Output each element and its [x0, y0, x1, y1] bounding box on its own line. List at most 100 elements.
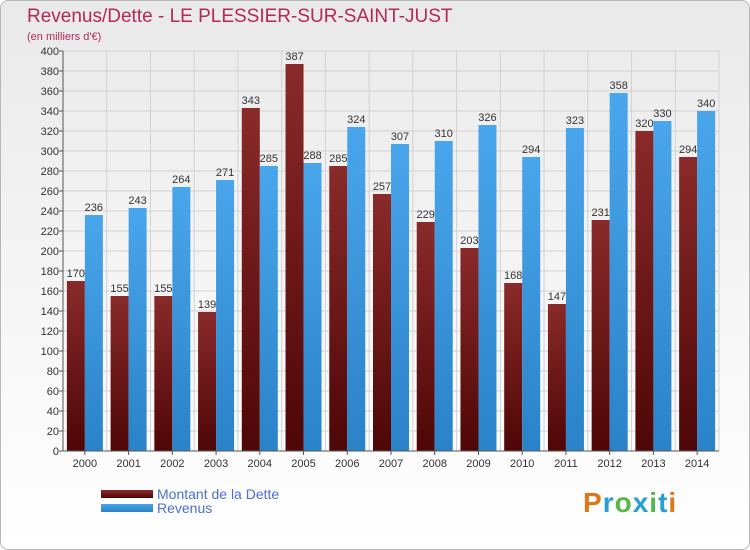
x-tick-label: 2005 — [291, 458, 315, 470]
data-label-dette: 257 — [373, 181, 391, 193]
bar-revenus — [522, 157, 541, 451]
data-label-dette: 294 — [679, 144, 697, 156]
y-tick-label: 240 — [41, 206, 59, 218]
bar-dette — [373, 194, 391, 451]
bars-layer — [66, 64, 716, 451]
bar-dette — [547, 304, 566, 451]
logo-letter: r — [602, 487, 615, 518]
x-tick-label: 2011 — [554, 458, 578, 470]
data-label-dette: 139 — [198, 299, 216, 311]
data-label-revenus: 324 — [347, 114, 365, 126]
bar-dette — [504, 283, 523, 451]
legend-item-revenus: Revenus — [101, 501, 279, 515]
data-label-revenus: 288 — [303, 150, 321, 162]
data-label-dette: 155 — [110, 283, 128, 295]
y-tick-label: 0 — [53, 446, 59, 458]
legend-label-revenus: Revenus — [157, 500, 213, 516]
chart-title: Revenus/Dette - LE PLESSIER-SUR-SAINT-JU… — [27, 6, 453, 27]
bar-revenus — [565, 128, 584, 451]
y-tick-label: 400 — [41, 46, 59, 58]
data-label-revenus: 323 — [566, 115, 584, 127]
logo-letter: t — [658, 487, 669, 518]
bar-revenus — [434, 141, 453, 451]
bar-dette — [416, 222, 435, 451]
data-label-dette: 285 — [329, 153, 347, 165]
bar-revenus — [391, 144, 409, 451]
data-label-revenus: 294 — [522, 144, 540, 156]
data-label-dette: 203 — [460, 235, 478, 247]
legend-item-debt: Montant de la Dette — [101, 487, 279, 501]
y-tick-label: 20 — [47, 426, 59, 438]
bar-dette — [110, 296, 129, 451]
y-tick-label: 160 — [41, 286, 59, 298]
y-tick-label: 380 — [41, 66, 59, 78]
data-label-revenus: 285 — [260, 153, 278, 165]
y-tick-label: 120 — [41, 326, 59, 338]
bar-revenus — [84, 215, 103, 451]
bar-dette — [460, 248, 479, 451]
proxiti-logo: Proxiti — [583, 487, 677, 519]
data-label-revenus: 264 — [172, 174, 190, 186]
data-label-revenus: 236 — [85, 202, 103, 214]
data-label-revenus: 243 — [128, 195, 146, 207]
logo-letter: o — [614, 487, 633, 518]
x-tick-label: 2001 — [116, 458, 140, 470]
labels-layer: 170 236 155 243 155 264 139 271 343 285 387 288 285 3… — [67, 51, 716, 311]
x-tick-label: 2009 — [466, 458, 490, 470]
logo-letter: P — [583, 487, 603, 518]
y-tick-label: 140 — [41, 306, 59, 318]
bar-revenus — [653, 121, 672, 451]
y-tick-label: 40 — [47, 406, 59, 418]
data-label-revenus: 307 — [391, 131, 409, 143]
bar-revenus — [347, 127, 366, 451]
data-label-dette: 387 — [285, 51, 303, 63]
bar-dette — [154, 296, 173, 451]
data-label-revenus: 330 — [653, 108, 671, 120]
legend-swatch-debt — [101, 490, 153, 498]
y-tick-label: 280 — [41, 166, 59, 178]
data-label-revenus: 340 — [697, 98, 715, 110]
y-tick-label: 200 — [41, 246, 59, 258]
data-label-revenus: 271 — [216, 167, 234, 179]
y-tick-label: 220 — [41, 226, 59, 238]
data-label-dette: 231 — [591, 207, 609, 219]
x-tick-label: 2004 — [248, 458, 272, 470]
y-tick-label: 300 — [41, 146, 59, 158]
bar-revenus — [478, 125, 497, 451]
y-tick-label: 340 — [41, 106, 59, 118]
axes-layer: 0 20 40 60 80 100 120 140 160 180 200 220 240 260 280 3… — [41, 46, 719, 470]
logo-letter: i — [668, 487, 678, 518]
data-label-dette: 229 — [417, 209, 435, 221]
data-label-revenus: 310 — [435, 128, 453, 140]
x-tick-label: 2002 — [160, 458, 184, 470]
data-label-dette: 170 — [67, 268, 85, 280]
y-tick-label: 60 — [47, 386, 59, 398]
x-tick-label: 2008 — [422, 458, 446, 470]
bar-revenus — [172, 187, 191, 451]
y-tick-label: 80 — [47, 366, 59, 378]
bar-revenus — [128, 208, 147, 451]
bar-dette — [635, 131, 654, 451]
bar-dette — [329, 166, 348, 451]
x-tick-label: 2013 — [641, 458, 665, 470]
y-tick-label: 320 — [41, 126, 59, 138]
y-tick-label: 100 — [41, 346, 59, 358]
chart-subtitle: (en milliers d'€) — [27, 31, 102, 43]
x-tick-label: 2012 — [597, 458, 621, 470]
legend: Montant de la Dette Revenus — [101, 487, 279, 515]
bar-dette — [241, 108, 260, 451]
x-tick-label: 2014 — [685, 458, 709, 470]
data-label-dette: 343 — [242, 95, 260, 107]
bar-dette — [591, 220, 610, 451]
bar-dette — [66, 281, 85, 451]
legend-label-debt: Montant de la Dette — [157, 486, 280, 502]
bar-revenus — [216, 180, 235, 451]
bar-revenus — [697, 111, 716, 451]
x-tick-label: 2006 — [335, 458, 359, 470]
legend-swatch-revenus — [101, 504, 153, 512]
data-label-dette: 320 — [635, 118, 653, 130]
y-tick-label: 260 — [41, 186, 59, 198]
logo-letter: x — [632, 487, 650, 518]
